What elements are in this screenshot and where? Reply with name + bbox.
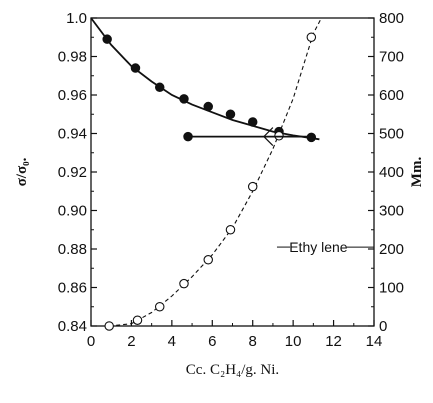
series-1-point <box>225 225 236 235</box>
series-0-point <box>154 82 165 93</box>
x-tick-label: 4 <box>168 333 176 350</box>
x-tick-label: 14 <box>366 333 383 350</box>
y-left-tick-label: 0.98 <box>58 49 87 66</box>
x-ticks: 0 2 4 6 8 10 12 14 <box>87 320 383 350</box>
series-0-point <box>225 109 236 120</box>
x-tick-label: 0 <box>87 333 95 350</box>
y-right-axis-title: Mm. <box>409 157 425 188</box>
series-0-point <box>130 63 141 73</box>
x-tick-label: 8 <box>249 333 257 350</box>
series-layer <box>90 17 322 331</box>
series-0-point <box>179 94 189 104</box>
y-left-tick-label: 0.88 <box>58 241 87 258</box>
y-right-tick-label: 0 <box>379 318 387 335</box>
series-1-point <box>247 181 258 192</box>
y-right-tick-label: 300 <box>379 203 404 220</box>
arrowhead-left-icon <box>263 127 274 147</box>
series-1-point <box>104 321 114 331</box>
ethylene-label: Ethy lene <box>289 239 348 255</box>
y-right-tick-label: 700 <box>379 49 404 66</box>
y-left-tick-label: 0.96 <box>58 87 87 104</box>
y-left-tick-label: 0.84 <box>58 318 87 335</box>
y-right-tick-label: 100 <box>379 280 404 297</box>
series-1-point <box>154 301 165 312</box>
series-0-point <box>247 117 258 127</box>
y-left-axis-title: σ/σ₀. <box>14 157 30 186</box>
series-1-point <box>306 32 317 42</box>
x-tick-label: 10 <box>285 333 302 350</box>
y-right-tick-label: 400 <box>379 164 404 181</box>
series-0-point <box>102 34 112 44</box>
series-2-point <box>183 131 193 142</box>
x-tick-label: 2 <box>127 333 135 350</box>
y-left-tick-label: 0.86 <box>58 280 87 297</box>
series-1-line <box>109 17 322 327</box>
series-0-point <box>203 101 213 112</box>
y-left-tick-label: 1.0 <box>66 10 87 27</box>
y-left-ticks: 1.0 0.98 0.96 0.94 0.92 0.90 0.88 0.86 0.84 <box>58 10 97 335</box>
x-axis-title: Cc. C₂H₄/g. Ni. <box>186 362 279 378</box>
y-left-tick-label: 0.94 <box>58 126 87 143</box>
series-1-point <box>179 278 189 289</box>
y-right-ticks: 800 700 600 500 400 300 200 100 0 <box>368 10 404 335</box>
series-1-point <box>203 255 213 265</box>
series-0-line <box>90 17 320 141</box>
x-tick-label: 6 <box>208 333 216 350</box>
y-right-tick-label: 500 <box>379 126 404 143</box>
x-tick-label: 12 <box>325 333 342 350</box>
y-left-tick-label: 0.92 <box>58 164 87 181</box>
y-left-tick-label: 0.90 <box>58 203 87 220</box>
y-right-tick-label: 800 <box>379 10 404 27</box>
annotation-layer: Ethy lene <box>276 239 374 255</box>
y-right-tick-label: 600 <box>379 87 404 104</box>
series-1-point <box>132 315 143 325</box>
y-right-tick-label: 200 <box>379 241 404 258</box>
